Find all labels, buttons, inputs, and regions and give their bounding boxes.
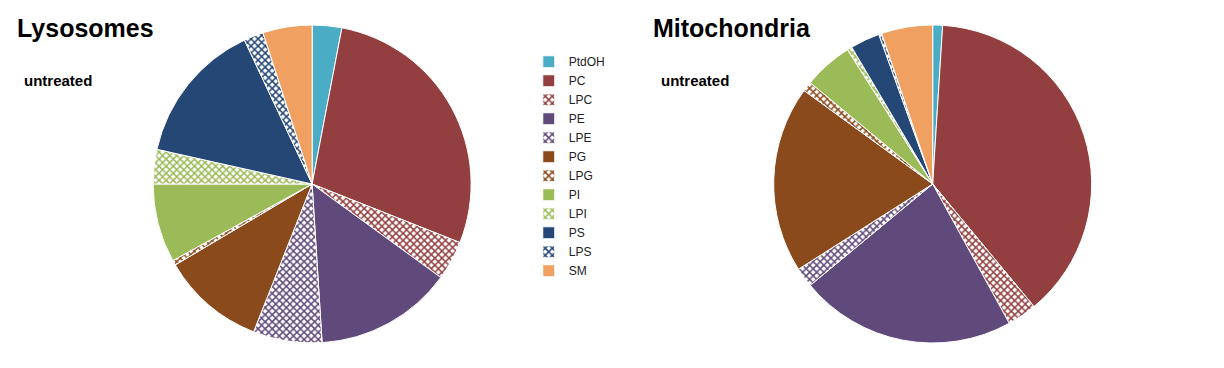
- svg-text:LPG: LPG: [569, 169, 593, 183]
- svg-text:LPI: LPI: [569, 207, 587, 221]
- svg-text:PI: PI: [569, 188, 580, 202]
- svg-text:Mitochondria: Mitochondria: [653, 14, 811, 42]
- svg-text:untreated: untreated: [661, 72, 729, 89]
- svg-text:PC: PC: [569, 74, 586, 88]
- svg-text:LPC: LPC: [569, 93, 593, 107]
- svg-text:PG: PG: [569, 150, 586, 164]
- svg-text:LPE: LPE: [569, 131, 592, 145]
- svg-text:Lysosomes: Lysosomes: [17, 14, 154, 42]
- svg-text:PtdOH: PtdOH: [569, 55, 605, 69]
- svg-text:untreated: untreated: [24, 72, 92, 89]
- svg-text:LPS: LPS: [569, 245, 592, 259]
- svg-text:SM: SM: [569, 264, 587, 278]
- svg-text:PS: PS: [569, 226, 585, 240]
- svg-text:PE: PE: [569, 112, 585, 126]
